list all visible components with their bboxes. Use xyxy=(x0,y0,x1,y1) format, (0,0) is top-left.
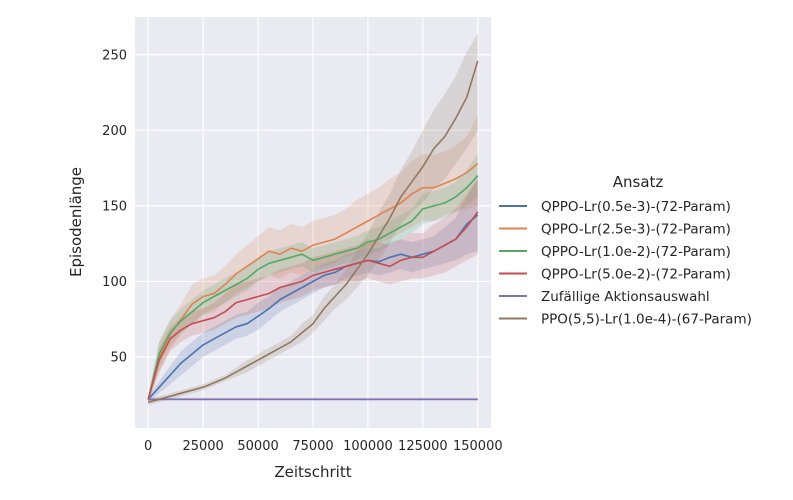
legend-entry: PPO(5,5)-Lr(1.0e-4)-(67-Param) xyxy=(541,312,752,328)
x-tick-label: 25000 xyxy=(182,439,223,454)
x-axis-label: Zeitschritt xyxy=(274,463,351,481)
x-tick-label: 0 xyxy=(144,439,152,454)
y-tick-label: 250 xyxy=(102,48,127,63)
series-line xyxy=(147,214,479,400)
y-tick-label: 100 xyxy=(102,275,127,290)
series-line xyxy=(147,162,479,400)
legend-entry: QPPO-Lr(1.0e-2)-(72-Param) xyxy=(541,244,731,260)
series-lines xyxy=(147,60,479,404)
y-axis-label: Episodenlänge xyxy=(67,167,85,277)
x-tick-label: 100000 xyxy=(343,439,393,454)
y-tick-label: 50 xyxy=(110,350,127,365)
series-line xyxy=(147,175,479,400)
confidence-band xyxy=(148,178,478,403)
confidence-band xyxy=(148,33,478,406)
legend: Ansatz QPPO-Lr(0.5e-3)-(72-Param) QPPO-Lr… xyxy=(499,173,752,328)
y-axis-ticks: 50 100 150 200 250 xyxy=(102,48,127,365)
x-tick-label: 125000 xyxy=(398,439,448,454)
legend-entry: QPPO-Lr(2.5e-3)-(72-Param) xyxy=(541,222,731,238)
legend-entry: Zufällige Aktionsauswahl xyxy=(541,289,710,305)
y-tick-label: 150 xyxy=(102,199,127,214)
x-axis-ticks: 0 25000 50000 75000 100000 125000 150000 xyxy=(144,439,503,454)
x-tick-label: 75000 xyxy=(292,439,333,454)
series-line xyxy=(147,60,479,404)
x-tick-label: 50000 xyxy=(237,439,278,454)
legend-entry: QPPO-Lr(0.5e-3)-(72-Param) xyxy=(541,199,731,215)
y-tick-label: 200 xyxy=(102,124,127,139)
series-line xyxy=(147,211,479,400)
x-tick-label: 150000 xyxy=(453,439,503,454)
confidence-band xyxy=(148,178,478,403)
legend-title: Ansatz xyxy=(613,173,664,191)
confidence-band xyxy=(148,115,478,403)
legend-entry: QPPO-Lr(5.0e-2)-(72-Param) xyxy=(541,267,731,283)
